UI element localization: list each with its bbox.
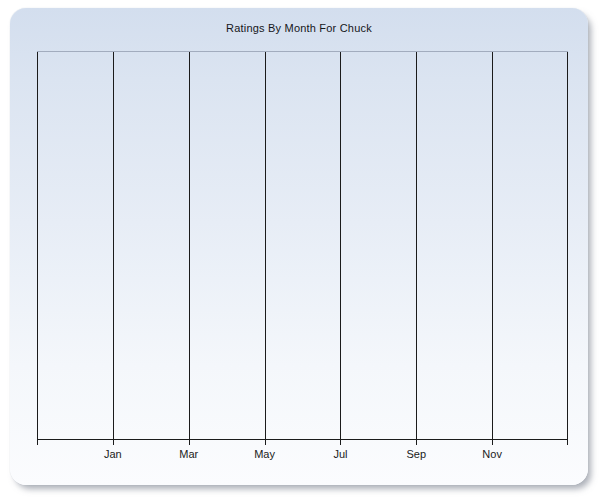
x-axis-tick (37, 439, 38, 445)
gridline (37, 52, 38, 439)
x-axis-tick (189, 439, 190, 445)
x-axis-tick (265, 439, 266, 445)
x-tick-label: Jan (104, 448, 122, 460)
gridline (265, 52, 266, 439)
gridline (416, 52, 417, 439)
gridline (189, 52, 190, 439)
chart-card: Ratings By Month For Chuck JanMarMayJulS… (10, 8, 588, 485)
gridline (567, 52, 568, 439)
x-tick-label: Jul (333, 448, 347, 460)
x-tick-label: Nov (482, 448, 502, 460)
x-tick-label: Mar (179, 448, 198, 460)
gridline (340, 52, 341, 439)
x-axis-tick (492, 439, 493, 445)
x-tick-label: Sep (406, 448, 426, 460)
gridline (113, 52, 114, 439)
plot-area: JanMarMayJulSepNov (37, 51, 568, 440)
x-tick-label: May (254, 448, 275, 460)
x-axis-tick (416, 439, 417, 445)
page: Ratings By Month For Chuck JanMarMayJulS… (0, 0, 600, 500)
gridline (492, 52, 493, 439)
x-axis-tick (113, 439, 114, 445)
x-axis-tick (567, 439, 568, 445)
x-axis-tick (340, 439, 341, 445)
chart-title: Ratings By Month For Chuck (10, 22, 588, 34)
